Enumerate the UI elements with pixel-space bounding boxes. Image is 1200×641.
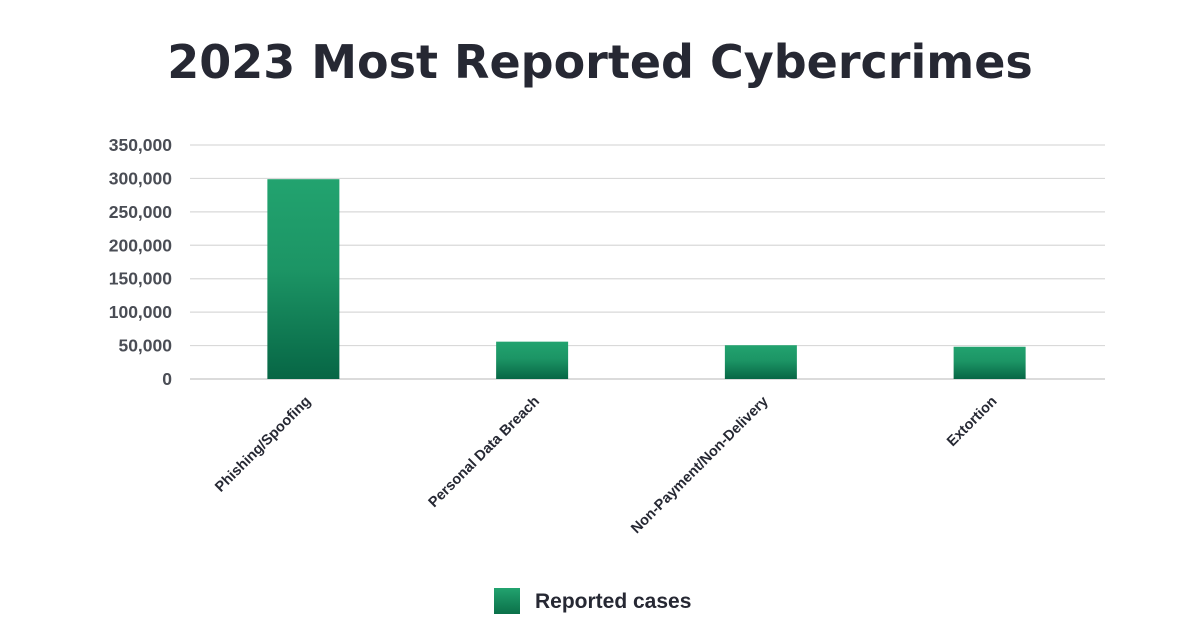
x-tick-label: Personal Data Breach bbox=[426, 394, 543, 511]
bar-personal-data-breach bbox=[496, 341, 569, 379]
x-tick-label: Non-Payment/Non-Delivery bbox=[628, 394, 771, 537]
y-tick-label: 150,000 bbox=[109, 269, 173, 289]
y-tick-label: 100,000 bbox=[109, 302, 173, 322]
y-tick-label: 300,000 bbox=[109, 168, 173, 188]
y-tick-label: 350,000 bbox=[109, 135, 173, 155]
bar-extortion bbox=[953, 346, 1026, 379]
y-tick-label: 250,000 bbox=[109, 202, 173, 222]
y-tick-label: 0 bbox=[162, 369, 172, 389]
bar-phishing-spoofing bbox=[267, 179, 340, 379]
y-tick-label: 50,000 bbox=[118, 336, 172, 356]
bars bbox=[267, 179, 1026, 379]
bar-non-payment-non-delivery bbox=[724, 345, 797, 379]
legend-swatch bbox=[494, 588, 520, 614]
x-tick-label: Extortion bbox=[944, 394, 1000, 450]
x-axis-ticks: Phishing/Spoofing Personal Data Breach Non… bbox=[212, 394, 1000, 537]
gridlines bbox=[190, 144, 1105, 380]
y-axis-ticks: 0 50,000 100,000 150,000 200,000 250,000 300,0… bbox=[109, 135, 173, 389]
legend: Reported cases bbox=[494, 588, 691, 614]
y-tick-label: 200,000 bbox=[109, 235, 173, 255]
legend-label: Reported cases bbox=[535, 590, 691, 613]
x-tick-label: Phishing/Spoofing bbox=[212, 394, 314, 496]
chart-title: 2023 Most Reported Cybercrimes bbox=[167, 35, 1033, 89]
